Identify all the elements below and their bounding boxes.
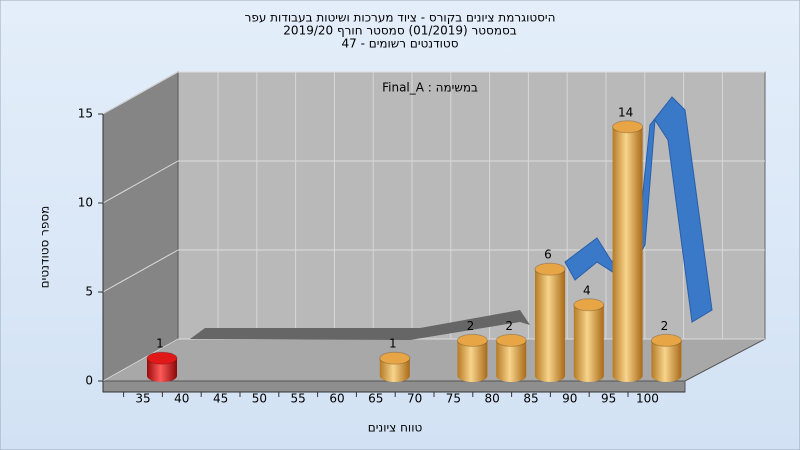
bar-body	[612, 126, 643, 382]
grid-line	[102, 249, 179, 293]
x-tick-label: 40	[174, 392, 189, 406]
y-tick-label: 10	[78, 196, 93, 210]
side-wall	[102, 71, 179, 382]
bar	[456, 333, 488, 382]
y-tick-label: 0	[85, 374, 93, 388]
annotation: במשימה : Final_A	[382, 81, 478, 95]
bar-top	[534, 262, 566, 276]
x-tick-label: 85	[523, 392, 538, 406]
data-label: 2	[467, 319, 475, 333]
x-tick-label: 70	[407, 392, 422, 406]
bar-body	[147, 358, 177, 382]
x-tick-label: 35	[135, 392, 150, 406]
grid-line	[102, 160, 179, 204]
chart-title: היסטוגרמת ציונים בקורס - ציוד מערכות ושי…	[245, 11, 556, 25]
bar-body	[651, 340, 682, 382]
bar	[612, 120, 644, 382]
x-tick-label: 75	[446, 392, 461, 406]
bar	[146, 351, 178, 382]
y-axis-title: מספר סטודנטים	[38, 206, 52, 289]
bar	[379, 351, 411, 382]
chart-subtitle: בסמסטר (01/2019) סמסטר חורף 2019/20	[283, 24, 516, 38]
x-tick-label: 65	[368, 392, 383, 406]
bar-top	[650, 333, 682, 347]
x-tick-label: 50	[252, 392, 267, 406]
bar-top	[573, 298, 605, 312]
data-label: 1	[156, 337, 164, 351]
data-label: 1	[389, 337, 397, 351]
data-label: 14	[618, 105, 633, 119]
grid-line	[102, 338, 179, 382]
x-tick-label: 80	[485, 392, 500, 406]
x-tick-label: 55	[291, 392, 306, 406]
bar-top	[456, 333, 488, 347]
grid-line	[102, 71, 179, 115]
bar-top	[495, 333, 527, 347]
data-label: 4	[583, 283, 591, 297]
x-tick-label: 100	[636, 392, 659, 406]
bar-top	[379, 351, 411, 365]
bar	[650, 333, 682, 382]
chart-subtitle: סטודנטים רשומים - 47	[341, 37, 458, 51]
ribbon-back	[190, 310, 530, 340]
floor-edge	[102, 380, 686, 393]
y-tick-label: 5	[85, 285, 93, 299]
x-axis-title: טווח ציונים	[368, 421, 423, 435]
bar	[573, 298, 605, 382]
bar-top	[146, 351, 178, 365]
bar	[534, 262, 566, 382]
bar-body	[457, 340, 488, 382]
bar-body	[573, 304, 604, 382]
bar-body	[379, 358, 410, 382]
bar-top	[612, 120, 644, 134]
x-tick-label: 60	[329, 392, 344, 406]
y-tick-label: 15	[78, 107, 93, 121]
x-tick-label: 95	[601, 392, 616, 406]
bar	[495, 333, 527, 382]
bar-body	[535, 269, 565, 382]
x-tick-label: 45	[213, 392, 228, 406]
data-label: 6	[544, 248, 552, 262]
data-label: 2	[661, 319, 669, 333]
bar-body	[496, 340, 527, 382]
x-tick-label: 90	[562, 392, 577, 406]
data-label: 2	[505, 319, 513, 333]
